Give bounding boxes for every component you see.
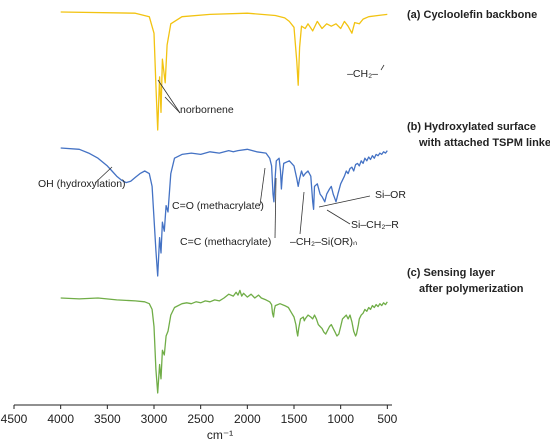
annotation-leader [259,167,266,206]
series-title-1-line-1: (a) Cycloolefin backbone [407,9,537,21]
x-tick-label: 4500 [1,412,28,426]
spectra-traces [60,11,388,394]
annotation-label: –CH₂– [347,68,378,80]
annotation-leader [318,195,371,208]
annotation-leader [274,177,277,239]
annotation-label: C=C (methacrylate) [180,236,271,248]
series-title-3-line-2: after polymerization [419,283,524,295]
annotation-leader [299,191,305,235]
x-tick-label: 3000 [141,412,168,426]
x-tick-label: 1500 [281,412,308,426]
series-line-3 [60,289,388,394]
annotation-label: –CH₂–Si(OR)ₙ [290,236,357,248]
x-tick-label: 2000 [234,412,261,426]
annotation-leader [380,64,385,71]
annotation-label: C=O (methacrylate) [172,200,264,212]
x-tick-label: 4000 [47,412,74,426]
series-title-2-line-1: (b) Hydroxylated surface [407,121,536,133]
x-tick-label: 1000 [327,412,354,426]
peak-annotations: norbornene –CH₂– OH (hydroxylation) C=O (me… [38,64,406,248]
annotation-label: Si–OR [375,189,406,201]
x-tick-label: 500 [377,412,397,426]
x-tick-label: 3500 [94,412,121,426]
x-axis-ticks: 4500 4000 3500 3000 2500 2000 1500 1000 500 [1,405,398,426]
series-title-3-line-1: (c) Sensing layer [407,267,496,279]
annotation-label: Si–CH₂–R [351,219,399,231]
annotation-label: norbornene [180,104,234,116]
x-tick-label: 2500 [187,412,214,426]
annotation-leader [94,166,113,184]
annotation-leader [157,79,181,114]
annotation-label: OH (hydroxylation) [38,178,126,190]
series-line-2 [60,147,388,277]
annotation-leader [326,209,351,225]
x-axis: 4500 4000 3500 3000 2500 2000 1500 1000 500 cm⁻¹ [1,404,398,442]
series-title-2-line-2: with attached TSPM linkers [418,137,550,149]
annotation-leader [164,96,181,114]
x-axis-label: cm⁻¹ [207,428,233,442]
series-line-1 [60,11,388,131]
series-titles: (a) Cycloolefin backbone (b) Hydroxylated… [407,9,550,295]
